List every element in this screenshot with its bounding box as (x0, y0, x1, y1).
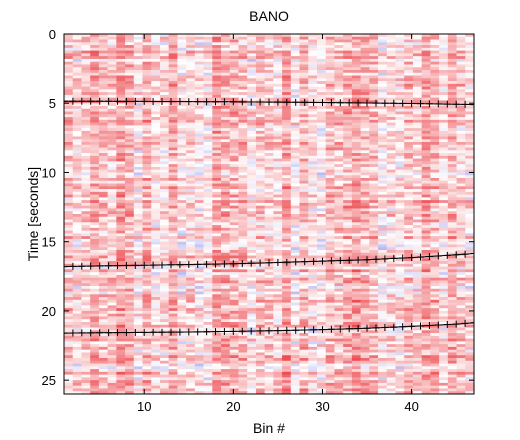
heatmap-cells (64, 34, 475, 395)
chart-title: BANO (249, 8, 289, 24)
